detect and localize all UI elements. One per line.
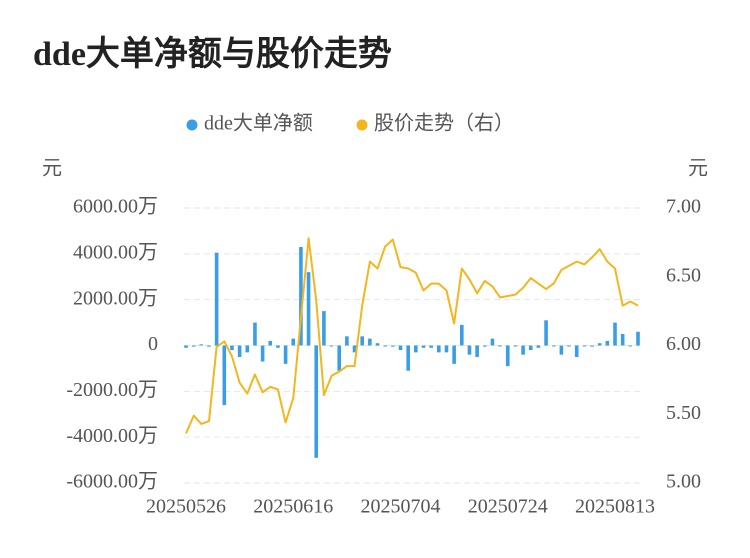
chart-title: dde大单净额与股价走势 <box>33 35 392 73</box>
y-tick-label: 6000.00万 <box>73 196 158 218</box>
bar <box>322 311 326 346</box>
bar <box>475 345 479 357</box>
bar <box>306 272 311 346</box>
bar <box>253 322 257 346</box>
bar <box>383 345 387 347</box>
bar <box>582 345 587 347</box>
bar <box>421 345 426 348</box>
x-tick-label: 20250616 <box>253 496 333 518</box>
bar <box>467 345 472 355</box>
bar <box>567 345 571 347</box>
bar <box>345 336 349 346</box>
bar <box>574 345 579 357</box>
bar <box>299 246 303 346</box>
legend-label: 股价走势（右） <box>374 112 514 135</box>
x-tick-label: 20250724 <box>468 496 548 518</box>
bar <box>536 345 541 348</box>
bar <box>375 343 380 346</box>
bar <box>352 345 357 353</box>
bar <box>260 345 265 362</box>
legend-marker <box>186 119 198 131</box>
bar <box>414 345 418 353</box>
bar <box>559 345 564 355</box>
bar <box>207 345 211 347</box>
y-axis-label: 元 <box>42 158 62 180</box>
bar <box>498 345 502 347</box>
bar <box>314 345 319 458</box>
y2-axis-label: 元 <box>688 158 708 180</box>
bar <box>597 343 602 346</box>
bar <box>398 345 403 351</box>
y-tick-label: 0 <box>148 333 158 355</box>
bar <box>628 345 633 347</box>
bar <box>237 345 242 357</box>
bar <box>268 340 273 346</box>
bar <box>191 345 196 347</box>
bar <box>429 345 433 348</box>
bar <box>590 345 594 347</box>
y2-tick-label: 7.00 <box>666 196 701 218</box>
y2-tick-label: 5.50 <box>666 402 701 424</box>
bar <box>605 340 610 346</box>
bar <box>222 345 227 406</box>
bar <box>184 345 188 348</box>
bar <box>368 338 372 346</box>
bar <box>620 334 625 346</box>
bar <box>444 345 449 353</box>
legend-label: dde大单净额 <box>204 112 313 135</box>
y-tick-label: 4000.00万 <box>73 241 158 263</box>
bar <box>482 345 487 347</box>
x-tick-label: 20250704 <box>361 496 441 518</box>
y2-tick-label: 5.00 <box>666 471 701 493</box>
y-tick-label: -6000.00万 <box>66 471 158 493</box>
y-tick-label: 2000.00万 <box>73 287 158 309</box>
bar <box>521 345 525 355</box>
y-tick-label: -4000.00万 <box>66 425 158 447</box>
bar <box>329 345 334 347</box>
bar <box>528 345 533 351</box>
bar <box>459 324 464 346</box>
bar <box>199 344 204 346</box>
bar <box>437 345 441 353</box>
x-tick-label: 20250526 <box>146 496 226 518</box>
bar <box>214 252 219 346</box>
bar <box>636 331 640 346</box>
bar <box>613 322 617 346</box>
bar <box>283 345 288 364</box>
bar <box>505 345 510 367</box>
bar <box>291 338 296 346</box>
x-tick-label: 20250813 <box>575 496 655 518</box>
price-line <box>185 237 639 434</box>
bar <box>230 345 234 351</box>
bar <box>490 338 495 346</box>
bar <box>360 336 365 346</box>
y-tick-label: -2000.00万 <box>66 379 158 401</box>
bar <box>406 345 410 371</box>
bar <box>276 345 280 348</box>
bar <box>391 345 395 347</box>
bar <box>337 345 342 371</box>
legend-marker <box>356 119 368 131</box>
bar <box>452 345 456 364</box>
bar <box>544 320 548 346</box>
bar <box>551 345 556 347</box>
bar <box>245 345 250 353</box>
bar <box>513 345 518 347</box>
y2-tick-label: 6.50 <box>666 264 701 286</box>
y2-tick-label: 6.00 <box>666 333 701 355</box>
